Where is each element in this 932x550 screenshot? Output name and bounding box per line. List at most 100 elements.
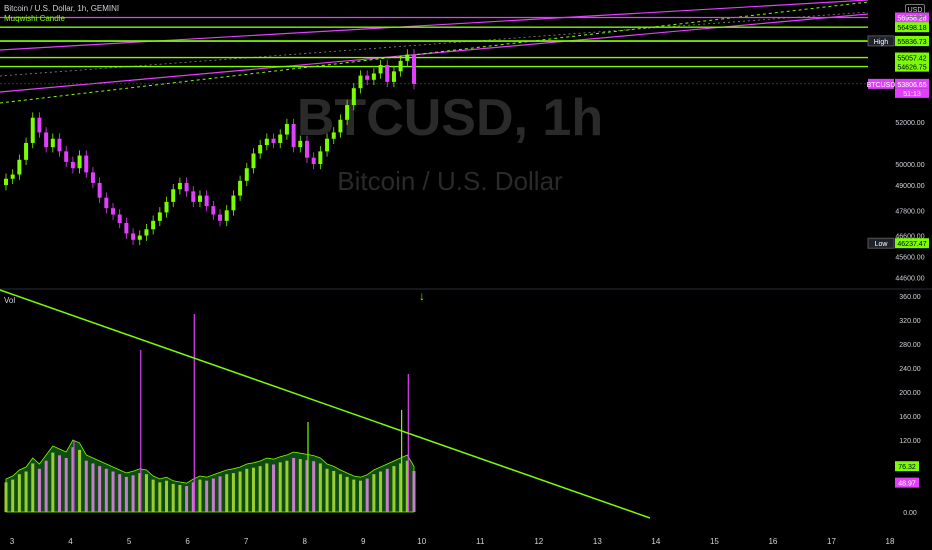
volume-bar	[231, 473, 235, 512]
volume-bar	[44, 460, 48, 512]
volume-axis-badge	[895, 461, 919, 472]
volume-bar	[278, 462, 282, 512]
down-arrow-marker: ↓	[419, 289, 425, 303]
candle-body	[164, 201, 169, 213]
volume-bar	[191, 482, 195, 512]
time-tick-label: 5	[127, 537, 132, 546]
price-axis-badge-value: 55836.73	[897, 39, 926, 46]
volume-bar	[365, 478, 369, 512]
candle-body	[77, 155, 82, 169]
volume-bar	[31, 463, 35, 512]
volume-bar	[144, 474, 148, 512]
candle-body	[351, 88, 356, 106]
currency-label[interactable]: USD	[905, 4, 925, 17]
volume-tick-label: 200.00	[899, 390, 921, 397]
candle-body	[365, 75, 370, 80]
candle-body	[224, 210, 229, 221]
candle-body	[358, 75, 363, 89]
price-tag-text: High	[874, 39, 889, 46]
candle-body	[4, 178, 8, 186]
volume-tick-label: 120.00	[899, 438, 921, 445]
candle-body	[412, 54, 416, 84]
price-tick-label: 52000.00	[895, 120, 924, 127]
volume-bar	[345, 476, 349, 512]
volume-bar	[312, 461, 316, 512]
price-tick-label: 46600.00	[895, 234, 924, 241]
volume-bar	[325, 468, 329, 512]
price-tag-text: BTCUSD	[867, 82, 896, 89]
time-tick-label: 9	[361, 537, 366, 546]
volume-bar	[178, 485, 182, 512]
candle-body	[284, 124, 289, 135]
candle-body	[111, 208, 116, 215]
candle-body	[325, 138, 330, 152]
candle-body	[17, 159, 22, 175]
candle-body	[84, 155, 89, 173]
volume-bar	[272, 464, 276, 512]
candle-body	[197, 195, 202, 202]
pink-trendline	[0, 13, 869, 93]
volume-axis-badge	[895, 477, 919, 488]
candle-body	[151, 220, 156, 230]
candle-body	[391, 71, 396, 82]
price-tag-box	[867, 237, 895, 249]
volume-bar	[165, 480, 169, 512]
candle-body	[64, 151, 69, 162]
volume-bar	[285, 460, 289, 512]
candle-body	[97, 182, 102, 198]
price-countdown-text: 51:13	[903, 91, 921, 98]
candle-body	[104, 197, 109, 209]
volume-ma-area	[5, 439, 415, 513]
price-axis-badge	[895, 12, 929, 23]
time-tick-label: 10	[417, 537, 426, 546]
price-axis-badge	[895, 238, 929, 249]
volume-bar	[64, 458, 68, 512]
time-tick-label: 6	[185, 537, 190, 546]
volume-bar	[358, 480, 362, 512]
price-axis-badge	[895, 22, 929, 33]
volume-bar	[131, 475, 135, 512]
candle-body	[157, 212, 162, 221]
volume-bar	[205, 480, 209, 512]
time-tick-label: 4	[68, 537, 73, 546]
time-tick-label: 11	[476, 537, 485, 546]
price-countdown-box	[895, 88, 929, 98]
volume-bar	[91, 463, 95, 512]
symbol-line: Bitcoin / U.S. Dollar, 1h, GEMINI	[4, 4, 120, 13]
time-tick-label: 17	[827, 537, 836, 546]
price-axis-badge-value: 53806.65	[897, 82, 926, 89]
volume-tick-label: 0.00	[903, 510, 917, 517]
volume-bar	[298, 459, 302, 512]
candle-body	[211, 206, 216, 215]
time-tick-label: 3	[10, 537, 15, 546]
volume-bar	[17, 474, 21, 512]
candle-body	[37, 117, 42, 133]
candle-body	[345, 105, 350, 120]
volume-bar	[379, 471, 383, 512]
volume-bar	[84, 460, 88, 512]
candle-body	[318, 151, 323, 164]
candle-body	[271, 138, 276, 143]
volume-axis-badge-value: 76.32	[898, 464, 916, 471]
volume-pane-label: Vol	[4, 296, 16, 305]
gray-dashed-trendline	[0, 11, 869, 77]
legend: Bitcoin / U.S. Dollar, 1h, GEMINI Muqwis…	[4, 4, 119, 24]
time-tick-label: 7	[244, 537, 249, 546]
candle-body	[385, 65, 390, 82]
price-tag-box	[867, 35, 895, 47]
candle-body	[90, 172, 95, 183]
volume-tick-label: 280.00	[899, 342, 921, 349]
volume-bar	[71, 447, 75, 512]
volume-bar	[124, 476, 128, 512]
volume-axis-badge-value: 48.97	[898, 481, 916, 488]
candle-body	[238, 180, 243, 196]
candle-body	[244, 168, 249, 181]
volume-bar	[332, 470, 336, 512]
volume-bar	[111, 471, 115, 512]
volume-bar	[399, 463, 403, 512]
candle-body	[218, 214, 223, 221]
volume-bar	[118, 474, 122, 512]
candle-body	[251, 153, 256, 169]
candle-body	[304, 140, 309, 158]
volume-bar	[37, 468, 41, 512]
